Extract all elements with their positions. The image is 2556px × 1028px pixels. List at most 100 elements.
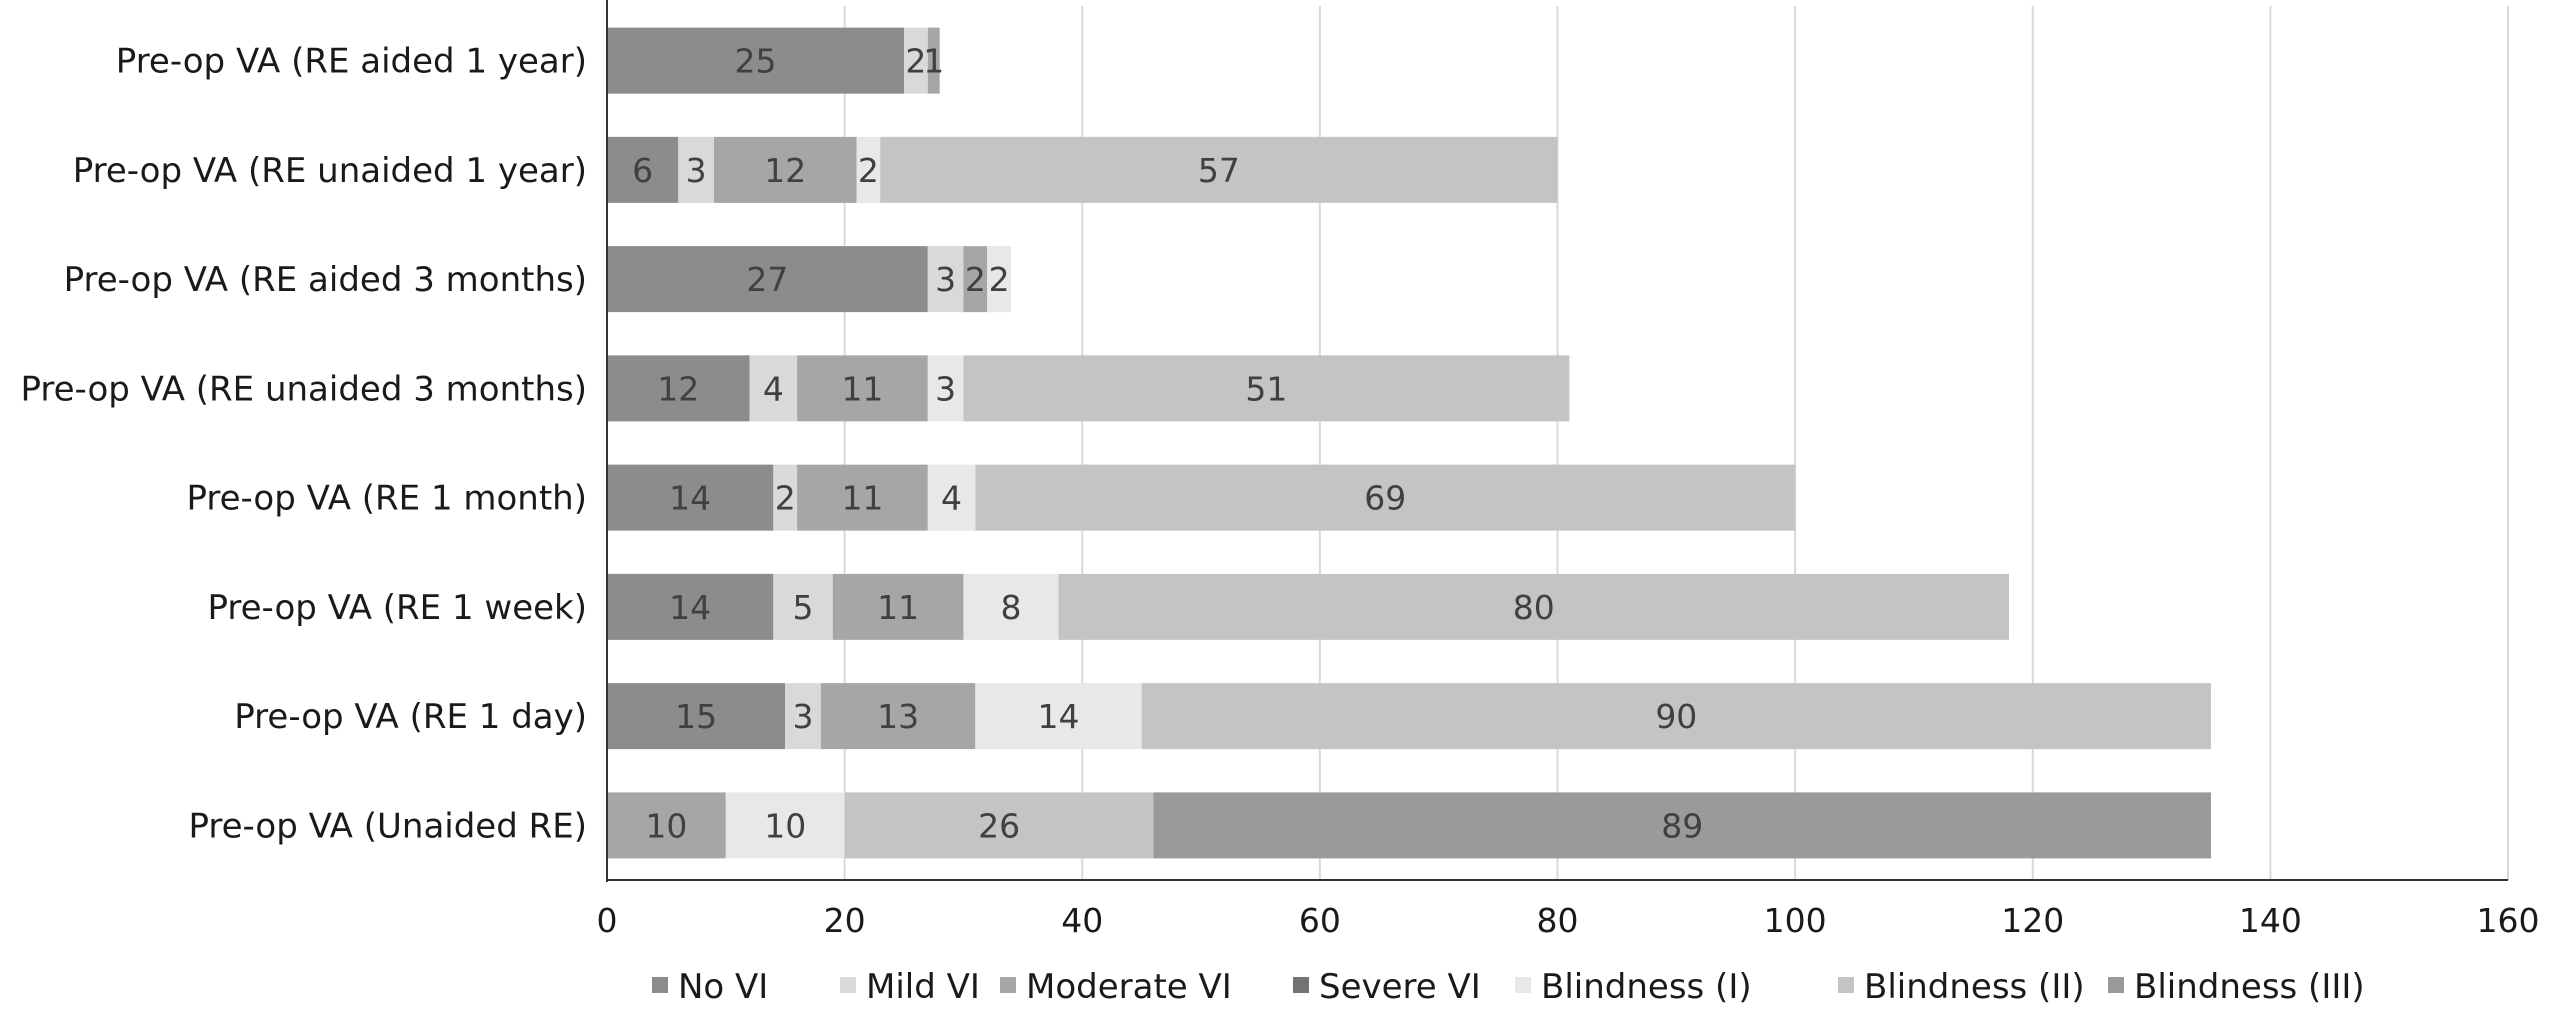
data-label: 2: [965, 260, 986, 299]
legend-swatch: [2108, 977, 2124, 993]
bar-segment: [1153, 792, 2211, 859]
data-label: 12: [764, 151, 806, 190]
legend-entry: Blindness (III): [2134, 967, 2365, 1007]
data-label: 10: [645, 806, 687, 845]
x-tick-label: 40: [1061, 901, 1103, 940]
bar-segment: [797, 464, 928, 531]
bar-segment: [607, 683, 786, 750]
legend-swatch: [1293, 977, 1309, 993]
data-label: 4: [763, 369, 784, 408]
x-tick-label: 160: [2477, 901, 2540, 940]
bar-segment: [975, 464, 1796, 531]
legend-entry: Mild VI: [866, 967, 980, 1007]
data-label: 51: [1245, 369, 1287, 408]
x-tick-label: 80: [1537, 901, 1579, 940]
bar-segment: [607, 573, 774, 640]
data-label: 10: [764, 806, 806, 845]
legend-swatch: [1838, 977, 1854, 993]
data-label: 90: [1655, 697, 1697, 736]
data-label: 2: [775, 479, 796, 518]
legend-entry: Moderate VI: [1026, 967, 1232, 1007]
data-label: 57: [1198, 151, 1240, 190]
x-tick-label: 0: [597, 901, 618, 940]
legend-entry: No VI: [678, 967, 768, 1007]
legend-entry: Severe VI: [1319, 967, 1481, 1007]
data-label: 12: [657, 369, 699, 408]
bar-segment: [785, 683, 821, 750]
bar-segment: [607, 246, 928, 313]
bar-segment: [927, 246, 964, 313]
bar-segment: [832, 573, 964, 640]
bar-segment: [1141, 683, 2211, 750]
category-labels: Pre-op VA (RE aided 1 year) Pre-op VA (RE…: [20, 42, 587, 847]
data-label: 26: [978, 806, 1020, 845]
bar-segment: [844, 792, 1154, 859]
data-label: 14: [669, 588, 711, 627]
x-tick-label: 120: [2001, 901, 2064, 940]
x-tick-label: 60: [1299, 901, 1341, 940]
bar-segment: [927, 27, 940, 94]
bar-segment: [773, 464, 798, 531]
bar-segment: [856, 136, 881, 203]
bar-segment: [904, 27, 928, 94]
data-label: 4: [941, 479, 962, 518]
data-label: 6: [632, 151, 653, 190]
data-label: 2: [989, 260, 1010, 299]
x-tick-label: 140: [2239, 901, 2302, 940]
legend-entry: Blindness (I): [1541, 967, 1752, 1007]
axes: [606, 0, 2508, 882]
data-label: 14: [669, 479, 711, 518]
category-label: Pre-op VA (RE aided 1 year): [116, 42, 587, 82]
data-label: 11: [841, 479, 883, 518]
data-label: 3: [935, 260, 956, 299]
category-label: Pre-op VA (RE aided 3 months): [64, 260, 587, 300]
data-label: 3: [793, 697, 814, 736]
data-label: 13: [877, 697, 919, 736]
data-label: 25: [735, 42, 777, 81]
data-label: 11: [841, 369, 883, 408]
bar-segment: [963, 355, 1570, 422]
legend: No VI Mild VI Moderate VI Severe VI Blindnes…: [652, 967, 2365, 1007]
legend-entry: Blindness (II): [1864, 967, 2085, 1007]
bar-segment: [773, 573, 833, 640]
legend-swatch: [840, 977, 856, 993]
bar-segment: [1058, 573, 2009, 640]
x-tick-label: 20: [824, 901, 866, 940]
category-label: Pre-op VA (RE unaided 3 months): [20, 369, 587, 409]
bar-segment: [749, 355, 798, 422]
data-label: 5: [793, 588, 814, 627]
category-label: Pre-op VA (RE 1 month): [186, 479, 587, 519]
category-label: Pre-op VA (RE 1 day): [234, 697, 587, 737]
bar-segment: [963, 573, 1059, 640]
legend-swatch: [1000, 977, 1016, 993]
legend-swatch: [1515, 977, 1531, 993]
bar-segment: [963, 246, 988, 313]
bar-segment: [725, 792, 845, 859]
bar-segment: [713, 136, 857, 203]
category-label: Pre-op VA (RE unaided 1 year): [73, 151, 587, 191]
bar-segment: [987, 246, 1011, 313]
bar-segment: [607, 136, 679, 203]
bar-segment: [797, 355, 928, 422]
data-label: 15: [675, 697, 717, 736]
bar-segment: [607, 792, 726, 859]
category-label: Pre-op VA (Unaided RE): [188, 806, 587, 846]
bar-segment: [927, 355, 964, 422]
data-label: 3: [686, 151, 707, 190]
bar-segment: [880, 136, 1558, 203]
data-label: 8: [1000, 588, 1021, 627]
legend-swatch: [652, 977, 668, 993]
data-label: 14: [1037, 697, 1079, 736]
x-tick-labels: 0 20 40 60 80 100 120 140 160: [597, 901, 2540, 940]
bar-segment: [975, 683, 1142, 750]
data-label: 3: [935, 369, 956, 408]
data-label: 1: [923, 42, 944, 81]
bar-segment: [678, 136, 714, 203]
data-label: 69: [1364, 479, 1406, 518]
data-label: 27: [746, 260, 788, 299]
data-label: 11: [877, 588, 919, 627]
data-label: 89: [1661, 806, 1703, 845]
bar-segment: [927, 464, 976, 531]
